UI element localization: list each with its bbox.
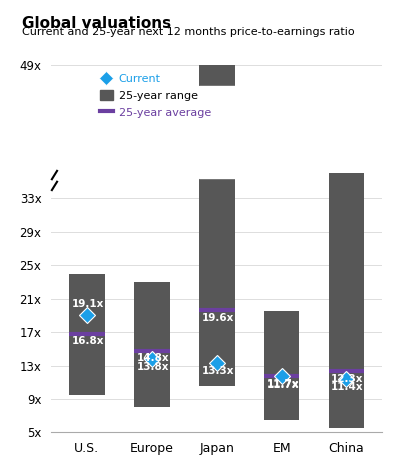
Text: 16.8x: 16.8x <box>72 337 104 346</box>
Text: Current and 25-year next 12 months price-to-earnings ratio: Current and 25-year next 12 months price… <box>22 27 354 37</box>
Text: 19.1x: 19.1x <box>72 299 104 309</box>
Text: 19.6x: 19.6x <box>201 313 234 323</box>
Bar <box>264 311 299 420</box>
Bar <box>134 282 170 407</box>
Text: 13.8x: 13.8x <box>137 362 169 372</box>
Bar <box>329 173 364 428</box>
Text: 13.3x: 13.3x <box>201 367 234 376</box>
Bar <box>199 65 234 86</box>
Text: 14.8x: 14.8x <box>137 353 169 363</box>
Text: 11.7x: 11.7x <box>266 379 299 389</box>
Text: Global valuations: Global valuations <box>22 16 171 31</box>
Legend: Current, 25-year range, 25-year average: Current, 25-year range, 25-year average <box>100 73 211 118</box>
Text: 12.3x: 12.3x <box>331 374 364 384</box>
Bar <box>199 86 234 178</box>
Text: 11.4x: 11.4x <box>331 382 364 392</box>
Bar <box>199 178 234 386</box>
Bar <box>69 274 105 395</box>
Text: 11.7x: 11.7x <box>266 380 299 390</box>
